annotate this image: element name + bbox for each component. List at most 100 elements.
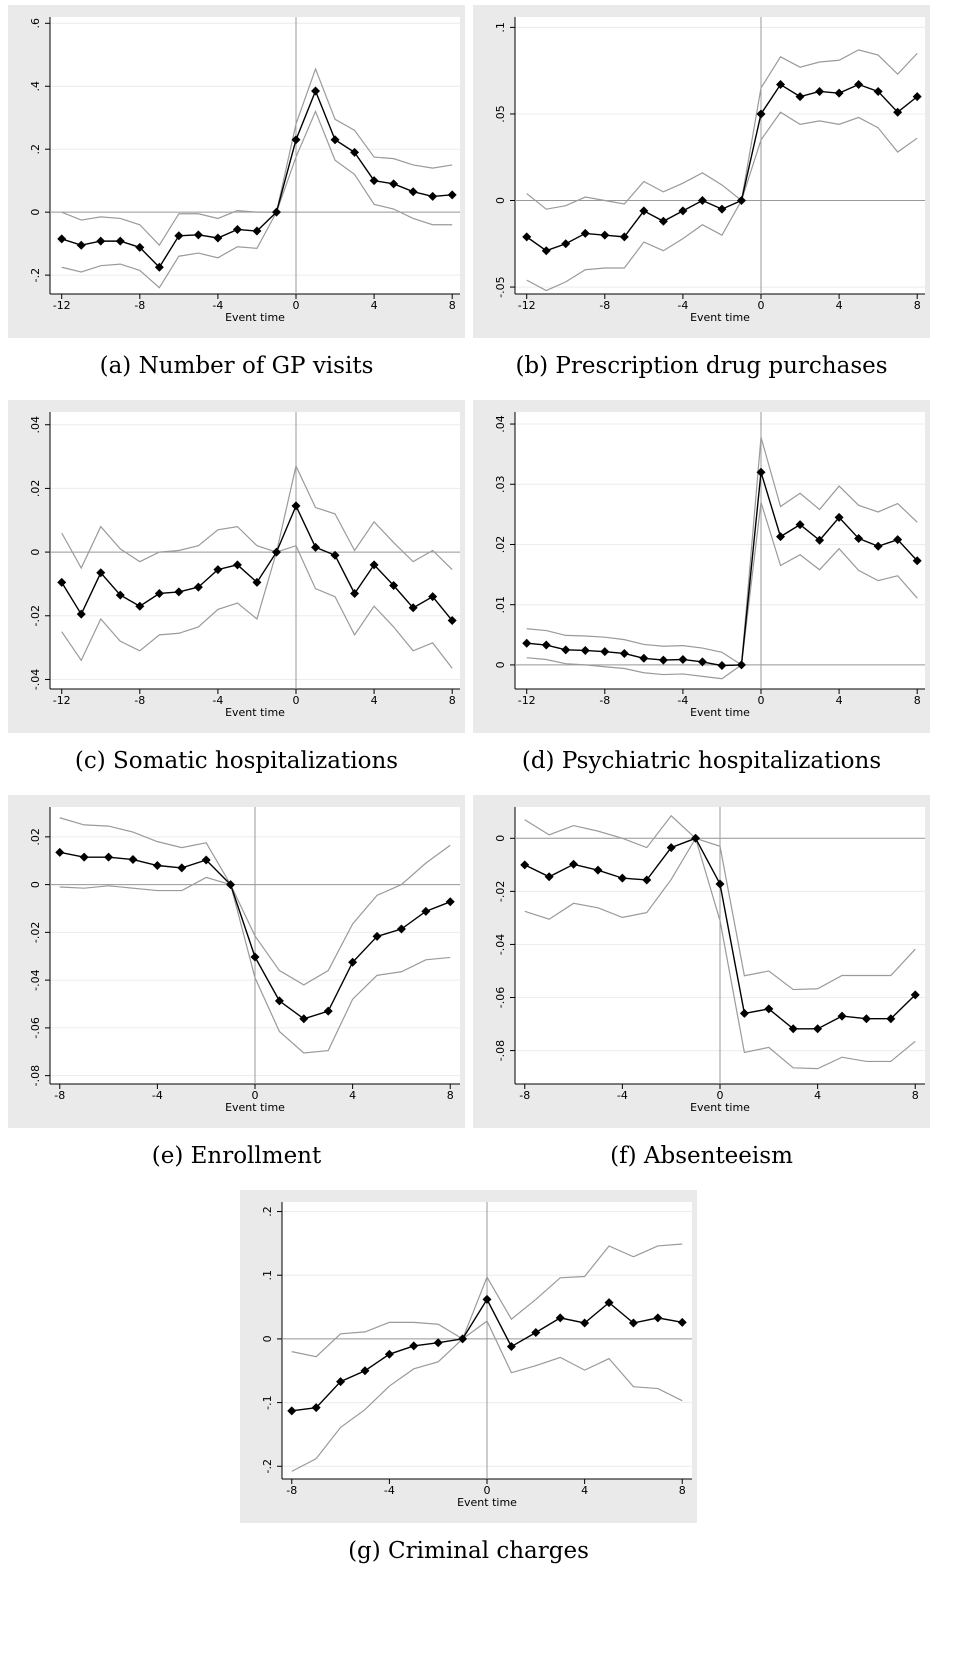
data-point — [580, 1318, 590, 1328]
data-point — [691, 833, 701, 843]
x-axis-label: Event time — [457, 1496, 517, 1509]
x-tick-label: 4 — [836, 694, 843, 707]
data-point — [421, 906, 431, 916]
data-point — [96, 236, 106, 246]
data-point — [154, 262, 164, 272]
data-point — [384, 1349, 394, 1359]
data-point — [360, 1366, 370, 1376]
x-tick-label: 8 — [914, 299, 921, 312]
data-point — [330, 135, 340, 145]
data-point — [369, 176, 379, 186]
data-point — [154, 588, 164, 598]
data-point — [658, 216, 668, 226]
series-line — [61, 67, 453, 247]
data-point — [115, 590, 125, 600]
data-point — [174, 587, 184, 597]
data-point — [330, 550, 340, 560]
data-point — [291, 501, 301, 511]
y-tick-label: .1 — [494, 22, 507, 33]
x-tick-label: 4 — [581, 1484, 588, 1497]
plot-area — [515, 17, 925, 294]
data-point — [658, 655, 668, 665]
caption: (c) Somatic hospitalizations — [75, 748, 398, 774]
x-axis-label: Event time — [225, 1101, 285, 1114]
y-tick-label: -.02 — [29, 922, 42, 943]
y-tick-label: 0 — [29, 549, 42, 556]
y-tick-label: -.08 — [494, 1040, 507, 1061]
x-tick-label: -8 — [134, 694, 145, 707]
x-tick-label: -4 — [677, 694, 688, 707]
y-tick-label: .02 — [29, 828, 42, 846]
data-point — [336, 1377, 346, 1387]
x-tick-label: 4 — [836, 299, 843, 312]
data-point — [861, 1014, 871, 1024]
x-tick-label: -4 — [384, 1484, 395, 1497]
data-point — [834, 88, 844, 98]
data-point — [291, 135, 301, 145]
series-line — [526, 111, 918, 292]
series-line — [526, 49, 918, 210]
data-point — [348, 957, 358, 967]
data-point — [369, 560, 379, 570]
data-point — [873, 86, 883, 96]
x-tick-label: -4 — [212, 694, 223, 707]
x-tick-label: 0 — [293, 694, 300, 707]
data-point — [250, 952, 260, 962]
data-point — [834, 512, 844, 522]
x-tick-label: -4 — [212, 299, 223, 312]
data-point — [541, 640, 551, 650]
y-tick-label: -.2 — [29, 268, 42, 282]
x-axis-label: Event time — [225, 311, 285, 324]
x-tick-label: 0 — [484, 1484, 491, 1497]
series-line — [524, 836, 916, 1070]
y-tick-label: 0 — [494, 197, 507, 204]
data-point — [447, 616, 457, 626]
y-tick-label: .4 — [29, 81, 42, 92]
data-point — [274, 996, 284, 1006]
y-tick-label: .2 — [261, 1206, 274, 1217]
series-line — [524, 814, 916, 991]
data-point — [555, 1313, 565, 1323]
data-point — [854, 533, 864, 543]
data-point — [764, 1004, 774, 1014]
data-point — [482, 1294, 492, 1304]
data-point — [323, 1006, 333, 1016]
caption: (e) Enrollment — [152, 1143, 322, 1169]
x-tick-label: 4 — [371, 299, 378, 312]
data-point — [697, 657, 707, 667]
y-tick-label: 0 — [29, 209, 42, 216]
series-line — [526, 437, 918, 666]
x-axis-label: Event time — [225, 706, 285, 719]
data-point — [104, 852, 114, 862]
y-tick-label: .1 — [261, 1270, 274, 1281]
data-point — [389, 179, 399, 189]
y-tick-label: -.1 — [261, 1395, 274, 1409]
x-axis-label: Event time — [690, 1101, 750, 1114]
data-point — [252, 577, 262, 587]
data-point — [128, 855, 138, 865]
data-point — [55, 847, 65, 857]
data-point — [619, 232, 629, 242]
plot-area — [50, 17, 460, 294]
x-tick-label: -8 — [599, 299, 610, 312]
data-point — [815, 86, 825, 96]
x-tick-label: 4 — [814, 1089, 821, 1102]
data-point — [389, 581, 399, 591]
data-point — [445, 897, 455, 907]
data-point — [639, 206, 649, 216]
y-tick-label: -.06 — [29, 1017, 42, 1038]
x-tick-label: -8 — [519, 1089, 530, 1102]
x-tick-label: 4 — [349, 1089, 356, 1102]
series-line — [61, 109, 453, 289]
x-tick-label: -8 — [599, 694, 610, 707]
y-tick-label: .04 — [29, 416, 42, 434]
data-point — [458, 1334, 468, 1344]
x-tick-label: 0 — [252, 1089, 259, 1102]
data-point — [639, 653, 649, 663]
data-point — [910, 990, 920, 1000]
data-point — [912, 92, 922, 102]
data-point — [541, 246, 551, 256]
data-point — [531, 1328, 541, 1338]
y-tick-label: .6 — [29, 18, 42, 29]
data-point — [57, 577, 67, 587]
